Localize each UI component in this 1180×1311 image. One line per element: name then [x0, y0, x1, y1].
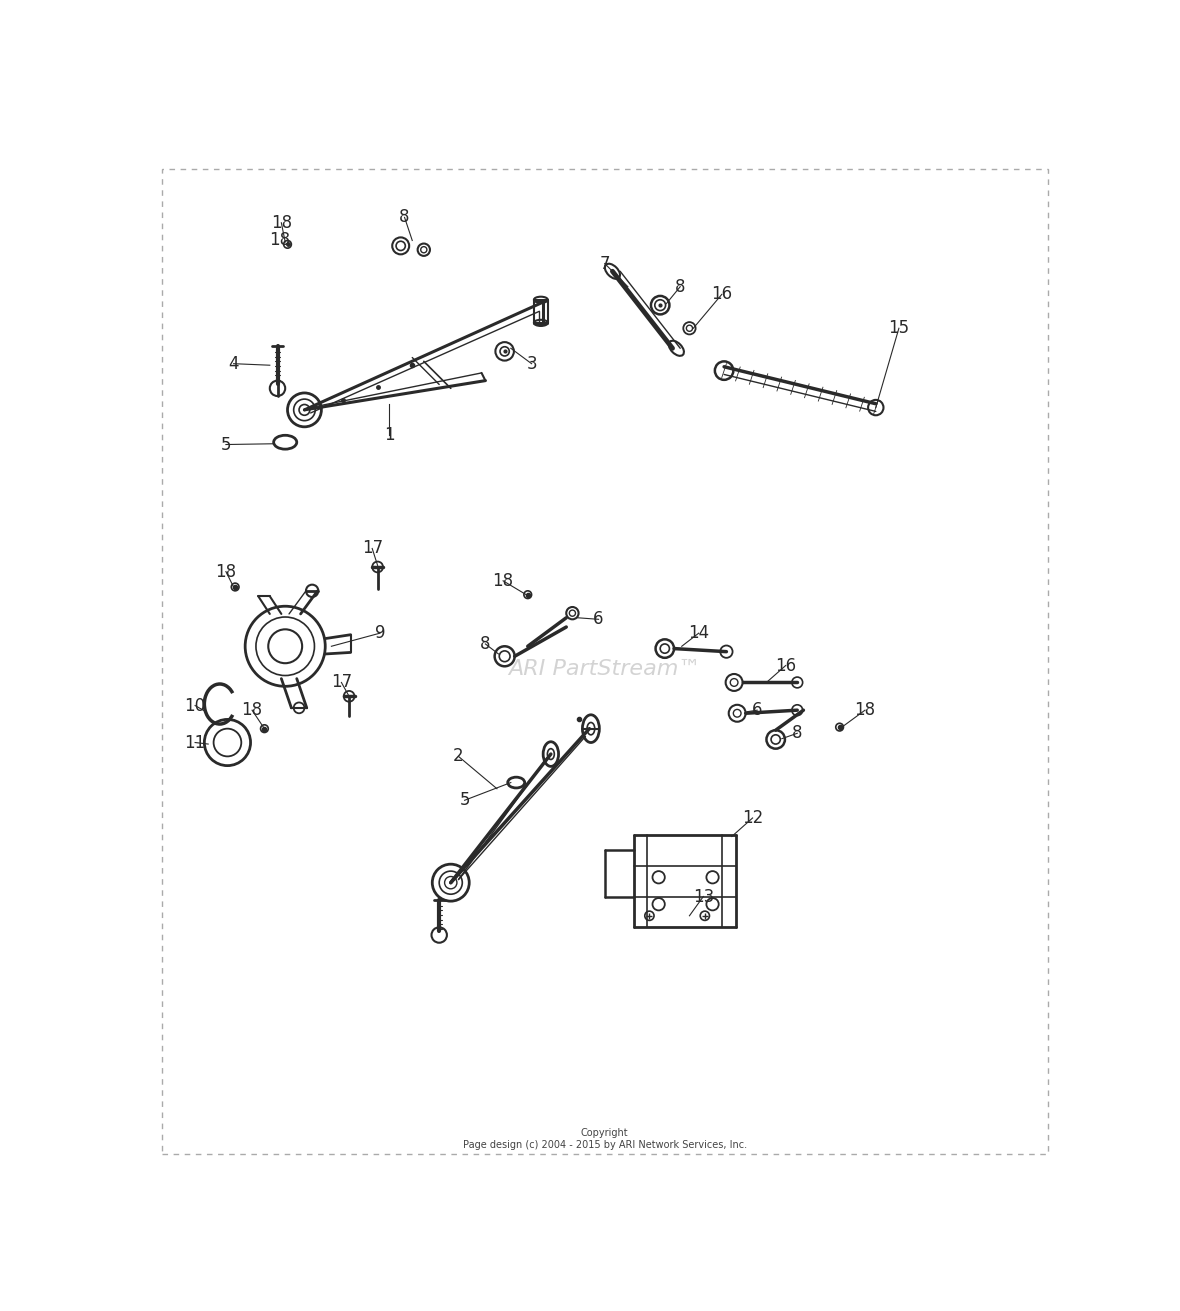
Text: 8: 8 — [675, 278, 686, 296]
Text: 8: 8 — [399, 208, 409, 227]
Text: 4: 4 — [229, 355, 238, 372]
Text: 14: 14 — [688, 624, 709, 642]
Text: 15: 15 — [889, 320, 910, 337]
Text: 13: 13 — [693, 888, 714, 906]
Text: 18: 18 — [242, 701, 263, 720]
Text: 10: 10 — [184, 696, 205, 714]
Text: 17: 17 — [330, 674, 352, 691]
Text: 16: 16 — [712, 286, 733, 303]
Text: 2: 2 — [453, 747, 464, 766]
Text: 8: 8 — [792, 724, 802, 742]
Text: 11: 11 — [184, 734, 205, 751]
Text: 3: 3 — [526, 355, 537, 372]
Text: 6: 6 — [752, 701, 762, 720]
Text: ARI PartStream™: ARI PartStream™ — [509, 659, 701, 679]
Text: 18: 18 — [269, 232, 290, 249]
Text: 9: 9 — [375, 624, 385, 642]
Text: 18: 18 — [215, 562, 236, 581]
Text: 8: 8 — [480, 635, 491, 653]
Text: 18: 18 — [492, 572, 513, 590]
Text: 5: 5 — [221, 435, 231, 454]
Text: 18: 18 — [854, 701, 876, 720]
Text: 5: 5 — [459, 792, 470, 809]
Text: 6: 6 — [594, 611, 604, 628]
Text: 16: 16 — [775, 657, 796, 675]
Text: 1: 1 — [384, 426, 394, 443]
Text: 12: 12 — [742, 809, 763, 827]
Text: 17: 17 — [361, 540, 382, 557]
Text: Copyright
Page design (c) 2004 - 2015 by ARI Network Services, Inc.: Copyright Page design (c) 2004 - 2015 by… — [463, 1129, 747, 1150]
Text: 7: 7 — [599, 254, 610, 273]
Text: 18: 18 — [270, 214, 291, 232]
